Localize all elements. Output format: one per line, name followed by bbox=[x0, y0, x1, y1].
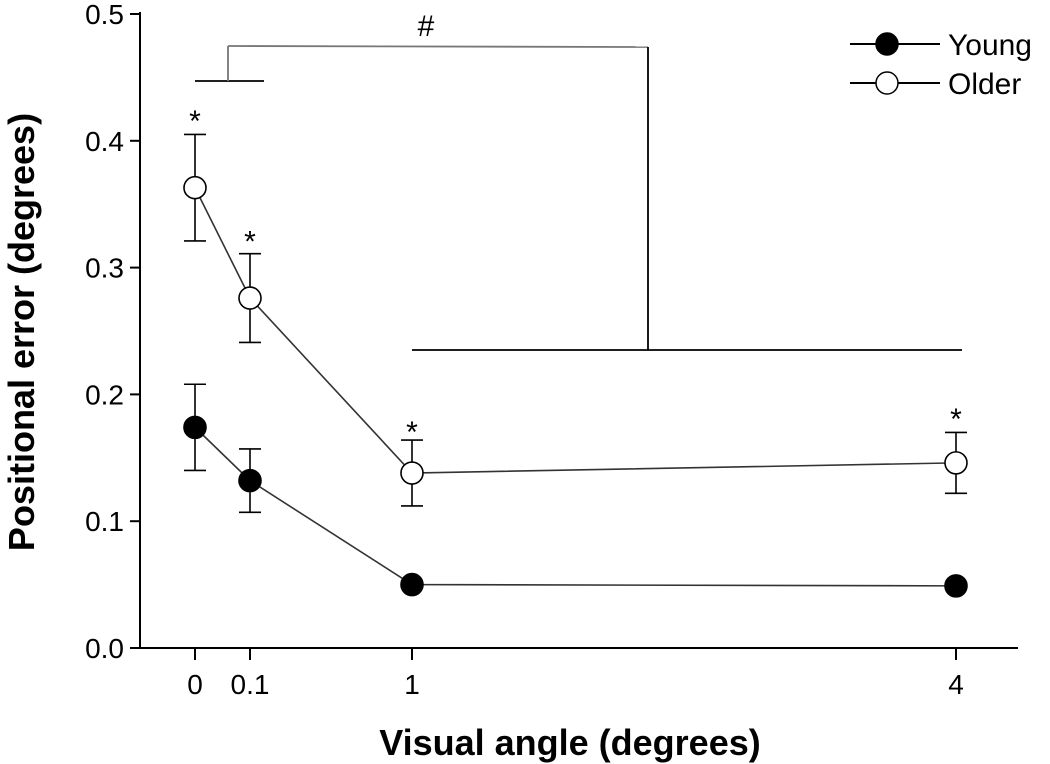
significance-star: * bbox=[950, 403, 962, 436]
data-point-young bbox=[944, 574, 968, 598]
significance-brackets bbox=[195, 45, 962, 351]
series-line-older bbox=[194, 187, 957, 474]
y-axis-title: Positional error (degrees) bbox=[1, 113, 42, 551]
y-tick-label: 0.0 bbox=[85, 633, 124, 664]
data-point-older bbox=[944, 451, 968, 475]
x-tick-label: 1 bbox=[404, 669, 420, 700]
series-line-young bbox=[194, 426, 957, 587]
series-layer bbox=[183, 133, 968, 598]
annotation-layer: # * * * * bbox=[189, 10, 962, 449]
series-young bbox=[183, 383, 968, 598]
series-older bbox=[183, 133, 968, 507]
x-tick-label: 4 bbox=[948, 669, 964, 700]
hash-label: # bbox=[418, 10, 435, 43]
legend-young-label: Young bbox=[948, 29, 1032, 62]
x-tick-label: 0 bbox=[187, 669, 203, 700]
significance-star: * bbox=[406, 416, 418, 449]
legend: Young Older bbox=[850, 29, 1032, 101]
legend-older-label: Older bbox=[948, 68, 1021, 101]
legend-older-marker bbox=[875, 71, 899, 95]
x-tick-label: 0.1 bbox=[231, 669, 270, 700]
data-point-young bbox=[238, 468, 262, 493]
y-tick-label: 0.2 bbox=[85, 379, 124, 410]
data-point-older bbox=[400, 461, 424, 485]
significance-star: * bbox=[189, 105, 201, 138]
y-tick-label: 0.5 bbox=[85, 0, 124, 30]
data-point-older bbox=[183, 175, 207, 200]
data-point-young bbox=[400, 572, 424, 597]
bracket-top bbox=[227, 45, 649, 48]
y-tick-label: 0.3 bbox=[85, 253, 124, 284]
x-axis-title: Visual angle (degrees) bbox=[379, 722, 760, 763]
data-point-young bbox=[183, 415, 207, 440]
y-tick-label: 0.4 bbox=[85, 126, 124, 157]
y-tick-label: 0.1 bbox=[85, 506, 124, 537]
data-point-older bbox=[238, 286, 262, 310]
legend-young-marker bbox=[875, 32, 899, 56]
axes: 0.0 0.1 0.2 0.3 0.4 0.5 0 0.1 1 4 bbox=[85, 0, 1018, 700]
significance-star: * bbox=[244, 226, 256, 259]
